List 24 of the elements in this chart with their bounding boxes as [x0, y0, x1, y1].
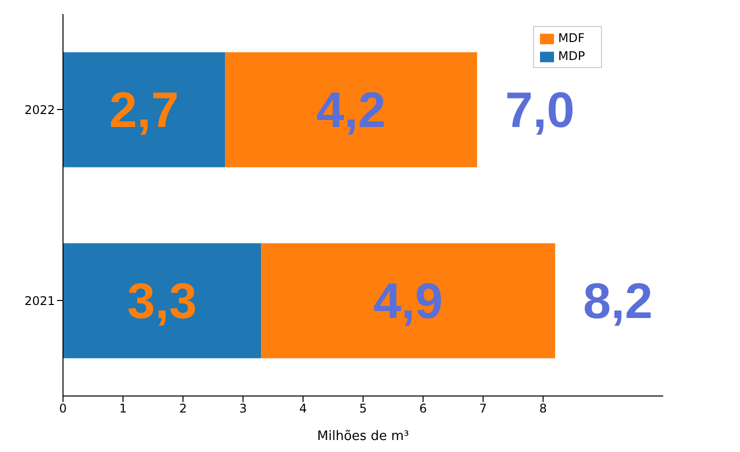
legend-label: MDF — [558, 31, 585, 45]
x-tick-label: 7 — [479, 402, 487, 416]
bar — [261, 243, 556, 358]
bar — [63, 52, 226, 168]
data-label: 2,7 — [109, 82, 179, 138]
x-tick-label: 6 — [419, 402, 427, 416]
x-tick-label: 2 — [179, 402, 187, 416]
x-tick-label: 0 — [59, 402, 67, 416]
total-label: 7,0 — [505, 82, 575, 138]
data-label: 3,3 — [127, 273, 197, 330]
data-label: 4,2 — [316, 82, 386, 138]
legend-label: MDP — [558, 49, 585, 63]
bar — [225, 52, 478, 168]
bar — [63, 243, 262, 358]
x-tick-label: 3 — [239, 402, 247, 416]
data-label: 4,9 — [373, 273, 443, 330]
x-tick-label: 8 — [539, 402, 547, 416]
x-axis-title: Milhões de m³ — [317, 429, 409, 444]
total-label: 8,2 — [583, 273, 653, 330]
y-tick-label: 2022 — [24, 102, 55, 117]
y-tick-label: 2021 — [24, 294, 55, 308]
x-tick-label: 1 — [119, 402, 127, 416]
x-tick-label: 5 — [359, 402, 367, 416]
x-tick-label: 4 — [299, 402, 307, 416]
